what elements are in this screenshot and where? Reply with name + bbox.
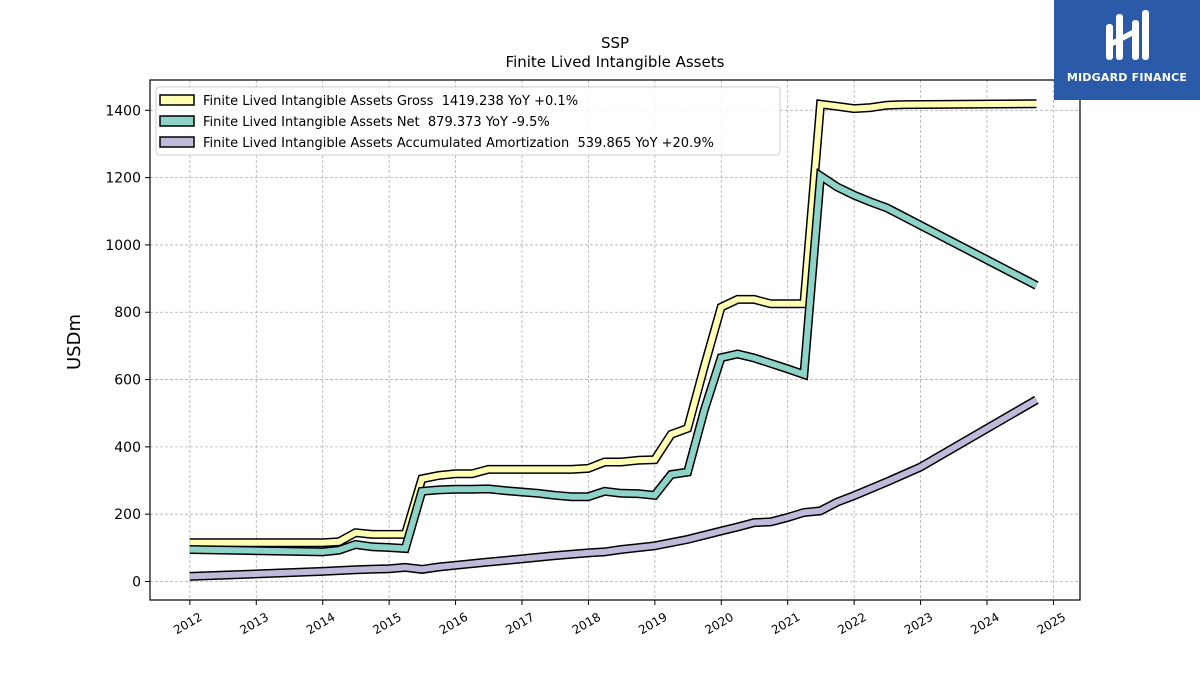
legend-entry: Finite Lived Intangible Assets Net 879.3… [203,115,550,130]
series-line-1 [189,170,1038,555]
x-tick-label: 2016 [437,610,470,637]
x-tick-label: 2021 [769,610,802,637]
x-tick-label: 2012 [171,610,204,637]
legend-entry: Finite Lived Intangible Assets Accumulat… [203,136,714,151]
y-axis-label: USDm [64,314,85,370]
x-tick-label: 2023 [902,610,935,637]
series-outline-0 [189,99,1037,548]
y-tick-label: 200 [114,507,141,523]
series-line-0 [189,100,1037,546]
series-line-2 [189,397,1039,580]
brand-logo: MIDGARD FINANCE [1054,0,1200,100]
y-tick-label: 0 [132,574,141,590]
x-tick-label: 2022 [835,610,868,637]
x-tick-label: 2019 [636,610,669,637]
brand-logo-mark-icon [1106,10,1149,60]
y-tick-label: 1400 [105,103,141,119]
x-tick-label: 2025 [1035,610,1068,637]
legend-box [155,86,781,156]
series-outline-1 [189,167,1039,557]
x-tick-label: 2024 [968,610,1001,637]
series-layer [189,99,1039,581]
legend-swatch [159,136,195,148]
plot-frame [149,79,1081,601]
y-tick-label: 400 [114,440,141,456]
x-tick-label: 2015 [370,610,403,637]
grid [150,80,1080,600]
legend: Finite Lived Intangible Assets Gross 141… [155,86,781,156]
brand-name: MIDGARD FINANCE [1066,71,1188,84]
x-tick-label: 2018 [570,610,603,637]
x-tick-label: 2013 [238,610,271,637]
y-tick-label: 800 [114,305,141,321]
x-tick-label: 2020 [703,610,736,637]
legend-swatch [159,115,195,127]
y-tick-label: 600 [114,373,141,389]
y-tick-label: 1200 [105,171,141,187]
x-tick-label: 2017 [503,610,536,637]
x-tick-label: 2014 [304,610,337,637]
legend-swatch [159,94,195,106]
y-tick-label: 1000 [105,238,141,254]
chart-title: SSP [601,34,629,52]
legend-entry: Finite Lived Intangible Assets Gross 141… [203,94,578,109]
chart-subtitle: Finite Lived Intangible Assets [506,53,725,71]
